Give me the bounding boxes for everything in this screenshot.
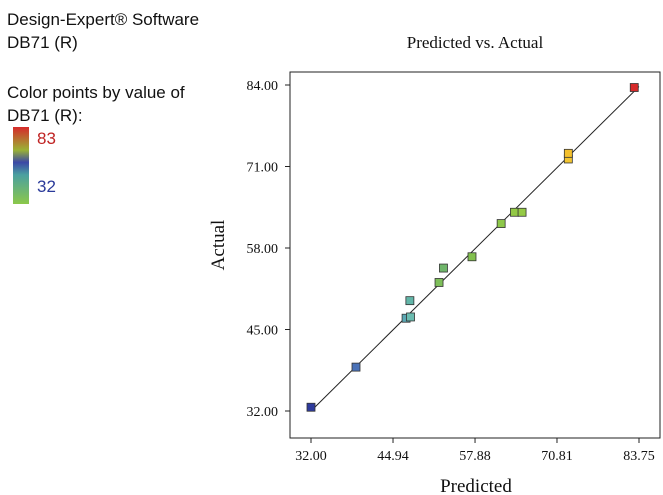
x-tick-label: 70.81: [541, 449, 573, 464]
color-legend-title-line1: Color points by value of: [7, 83, 185, 102]
data-point: [439, 263, 448, 273]
y-tick-label: 71.00: [247, 161, 279, 176]
y-tick-label: 32.00: [247, 405, 279, 420]
color-gradient-bar: [13, 127, 29, 204]
x-tick-label: 44.94: [377, 449, 409, 464]
data-point: [434, 278, 444, 287]
x-tick-label: 57.88: [459, 449, 491, 464]
x-tick-label: 32.00: [295, 449, 327, 464]
data-point: [510, 207, 519, 217]
x-axis-label: Predicted: [440, 476, 512, 495]
data-point: [467, 252, 477, 262]
color-legend-title-line2: DB71 (R):: [7, 106, 83, 125]
data-point: [405, 296, 415, 306]
data-point: [517, 207, 527, 217]
reference-line: [310, 86, 640, 412]
x-axis: 32.00 44.94 57.88 70.81 83.75: [295, 438, 655, 464]
data-point: [563, 148, 573, 158]
color-legend-title: Color points by value of DB71 (R):: [7, 81, 185, 127]
data-point: [629, 83, 639, 92]
y-tick-label: 45.00: [247, 324, 279, 339]
x-tick-label: 83.75: [623, 449, 655, 464]
chart-title: Predicted vs. Actual: [407, 33, 544, 52]
data-point: [351, 362, 361, 372]
software-title: Design-Expert® Software DB71 (R): [7, 8, 199, 54]
data-points: [306, 83, 639, 412]
data-point: [406, 312, 415, 322]
y-axis: 32.00 45.00 58.00 71.00 84.00: [247, 79, 290, 420]
y-tick-label: 84.00: [247, 79, 279, 94]
response-name: DB71 (R): [7, 33, 78, 52]
y-axis-label: Actual: [208, 220, 229, 271]
data-point: [306, 402, 316, 412]
color-legend-max-label: 83: [37, 129, 56, 148]
software-name: Design-Expert® Software: [7, 10, 200, 29]
color-legend-min-label: 32: [37, 177, 56, 196]
data-point: [496, 219, 506, 228]
y-tick-label: 58.00: [247, 242, 279, 257]
